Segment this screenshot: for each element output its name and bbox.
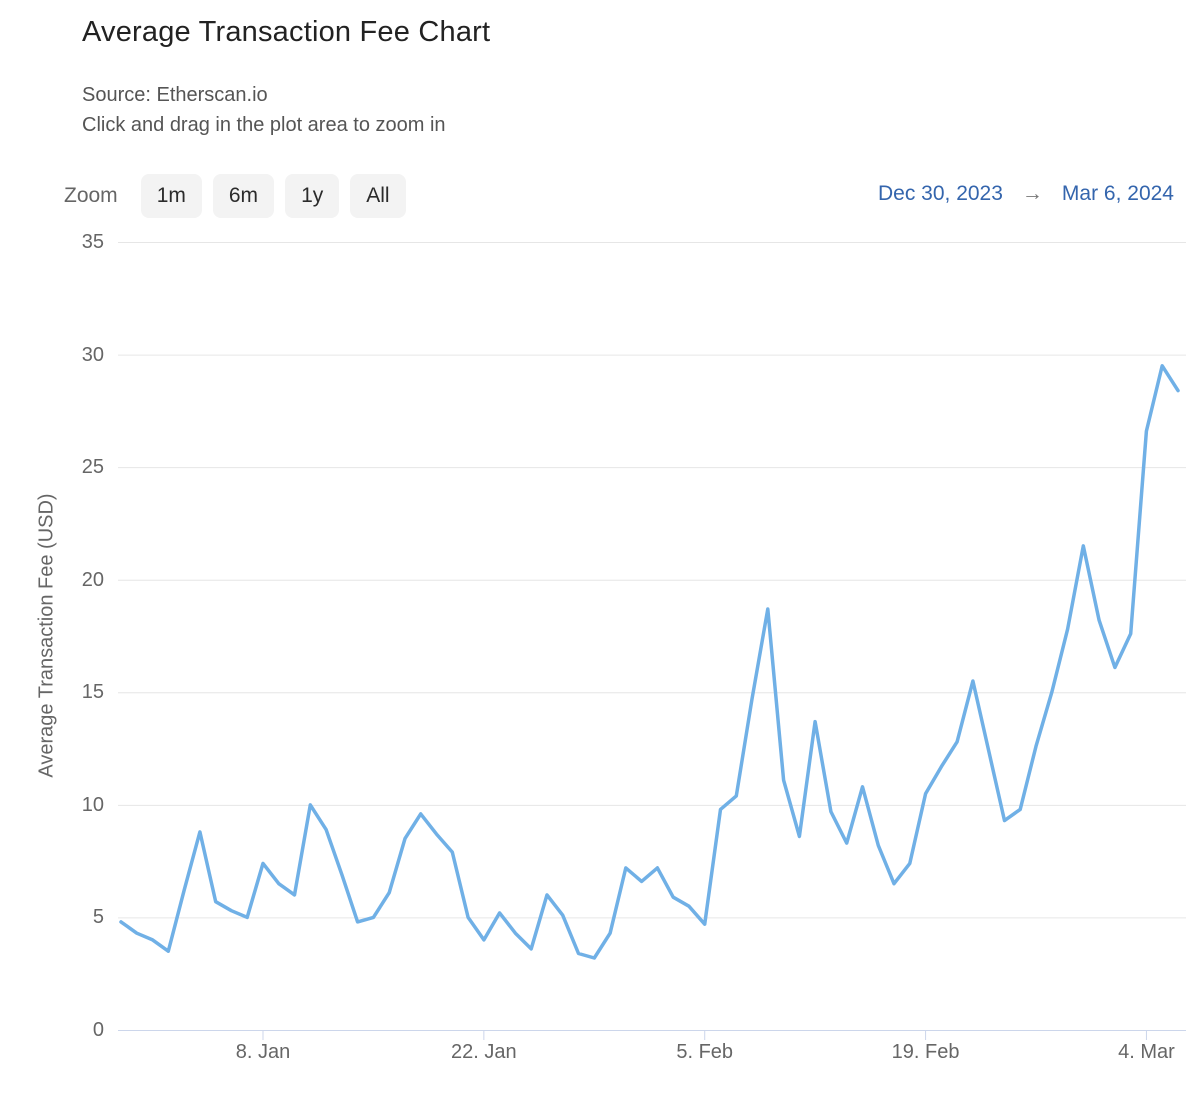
zoom-button-all[interactable]: All xyxy=(350,174,406,218)
chart-hint-subtitle: Click and drag in the plot area to zoom … xyxy=(82,114,446,136)
zoom-button-6m[interactable]: 6m xyxy=(212,174,275,218)
y-axis-label-15: 15 xyxy=(81,681,104,704)
chart-source-subtitle: Source: Etherscan.io xyxy=(82,84,268,106)
x-axis-label: 8. Jan xyxy=(235,1041,291,1063)
y-axis-label-35: 35 xyxy=(81,231,104,253)
page-title: Average Transaction Fee Chart xyxy=(82,16,491,48)
y-axis-label-30: 30 xyxy=(81,343,104,366)
x-axis-label: 5. Feb xyxy=(676,1041,734,1063)
x-axis-label: 22. Jan xyxy=(451,1041,517,1063)
date-range-selector: Dec 30, 2023 → Mar 6, 2024 xyxy=(878,182,1174,206)
zoom-toolbar: Zoom 1m 6m 1y All xyxy=(64,174,406,218)
arrow-right-icon: → xyxy=(1021,182,1043,205)
x-axis-label: 4. Mar xyxy=(1118,1041,1175,1063)
zoom-button-1y[interactable]: 1y xyxy=(285,174,340,218)
y-axis-label-10: 10 xyxy=(81,793,104,816)
plot-area[interactable] xyxy=(118,242,1178,1030)
y-axis-label-25: 25 xyxy=(81,456,104,479)
y-axis-label-20: 20 xyxy=(81,568,104,591)
y-axis-label-5: 5 xyxy=(92,906,104,929)
y-axis-label-0: 0 xyxy=(92,1019,104,1041)
zoom-label: Zoom xyxy=(64,184,118,207)
range-from-date[interactable]: Dec 30, 2023 xyxy=(877,182,1003,205)
zoom-button-1m[interactable]: 1m xyxy=(140,174,202,218)
x-axis-label: 19. Feb xyxy=(891,1041,960,1063)
range-to-date[interactable]: Mar 6, 2024 xyxy=(1061,182,1174,205)
series-line xyxy=(119,364,1180,960)
